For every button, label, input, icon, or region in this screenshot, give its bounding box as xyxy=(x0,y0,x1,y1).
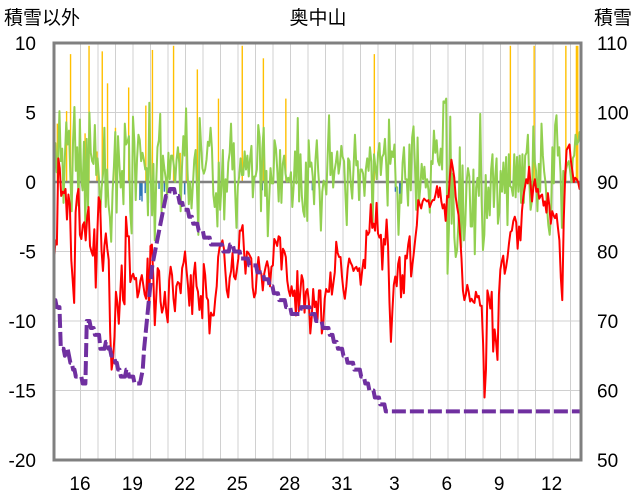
bar-mark xyxy=(127,87,130,182)
bar-mark xyxy=(577,45,579,182)
bar-mark xyxy=(106,83,109,182)
plot-border xyxy=(52,41,583,462)
bar-mark xyxy=(196,69,199,182)
bar-mark xyxy=(163,182,166,192)
bar-mark xyxy=(65,111,68,182)
bar-mark xyxy=(139,182,141,201)
y-tick-label-right: 50 xyxy=(597,451,618,472)
bar-mark xyxy=(140,182,142,196)
bar-mark xyxy=(565,45,567,182)
bar-mark xyxy=(101,51,103,183)
series-line xyxy=(53,186,582,414)
bar-mark xyxy=(183,182,186,195)
bar-mark xyxy=(145,105,147,182)
y-tick-label-right: 110 xyxy=(597,34,627,55)
bar-mark xyxy=(69,54,72,183)
left-axis-label: 積雪以外 xyxy=(4,7,80,29)
bar-mark xyxy=(144,182,146,194)
line-series xyxy=(53,97,582,414)
bar-mark xyxy=(217,98,220,182)
y-tick-label-left: 0 xyxy=(25,173,36,194)
y-tick-label-left: -15 xyxy=(9,382,36,403)
x-tick-label: 9 xyxy=(494,474,505,495)
y-tick-label-left: -20 xyxy=(9,451,36,472)
x-tick-label: 16 xyxy=(69,474,90,495)
bar-mark xyxy=(575,45,578,182)
bar-mark xyxy=(262,58,265,182)
bar-mark xyxy=(398,182,401,198)
x-tick-label: 22 xyxy=(174,474,195,495)
y-tick-label-left: -10 xyxy=(9,312,36,333)
x-tick-label: 28 xyxy=(279,474,300,495)
y-tick-label-right: 100 xyxy=(597,104,629,125)
y-tick-label-right: 60 xyxy=(597,382,618,403)
plot-frame xyxy=(52,41,583,462)
bar-mark xyxy=(509,45,512,182)
series-line xyxy=(53,97,582,275)
bar-mark xyxy=(241,45,243,182)
x-tick-label: 31 xyxy=(331,474,352,495)
bar-mark xyxy=(533,45,535,182)
y-tick-label-right: 90 xyxy=(597,173,618,194)
y-tick-label-left: 10 xyxy=(15,34,36,55)
x-tick-label: 25 xyxy=(227,474,248,495)
bar-mark xyxy=(172,45,175,182)
chart-title: 奥中山 xyxy=(289,7,346,29)
y-tick-label-right: 70 xyxy=(597,312,618,333)
bar-mark xyxy=(151,49,154,183)
x-tick-label: 6 xyxy=(442,474,453,495)
right-axis-label: 積雪 xyxy=(594,7,632,29)
x-tick-label: 19 xyxy=(122,474,143,495)
x-tick-label: 3 xyxy=(389,474,400,495)
y-tick-label-left: 5 xyxy=(25,104,36,125)
y-tick-label-right: 80 xyxy=(597,243,618,264)
x-tick-label: 12 xyxy=(541,474,562,495)
bar-mark xyxy=(285,98,287,182)
bar-mark xyxy=(141,182,143,202)
y-tick-label-left: -5 xyxy=(19,243,36,264)
bar-mark xyxy=(373,54,376,183)
bar-mark xyxy=(158,182,160,189)
grid xyxy=(54,42,581,461)
